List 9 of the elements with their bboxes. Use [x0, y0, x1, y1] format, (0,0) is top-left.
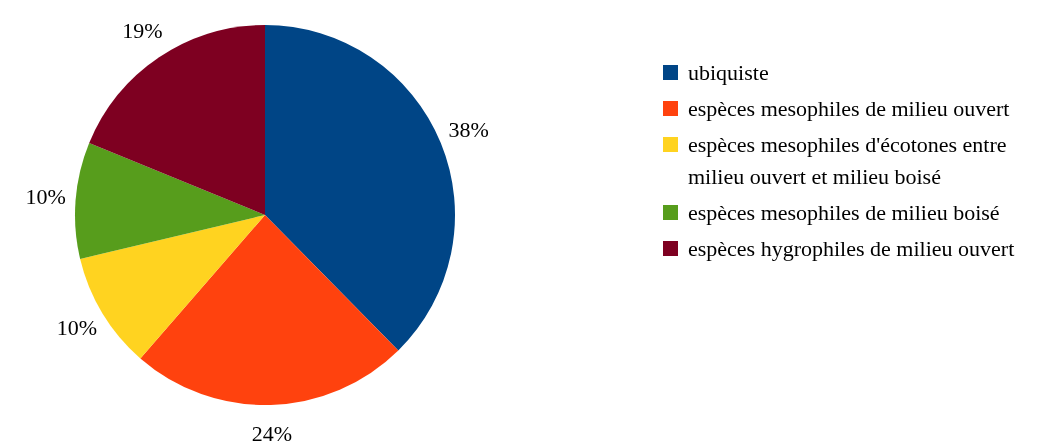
legend-label: ubiquiste — [688, 59, 770, 87]
legend-label: espèces hygrophiles de milieu ouvert — [688, 235, 1016, 263]
data-label: 10% — [56, 314, 97, 340]
data-label: 24% — [251, 420, 293, 445]
legend-label: espèces mesophiles de milieu boisé — [688, 199, 1001, 227]
data-label: 38% — [448, 117, 489, 143]
data-label: 10% — [25, 183, 66, 209]
data-label: 19% — [122, 18, 163, 44]
legend-label: espèces mesophiles de milieu ouvert — [688, 95, 1011, 123]
